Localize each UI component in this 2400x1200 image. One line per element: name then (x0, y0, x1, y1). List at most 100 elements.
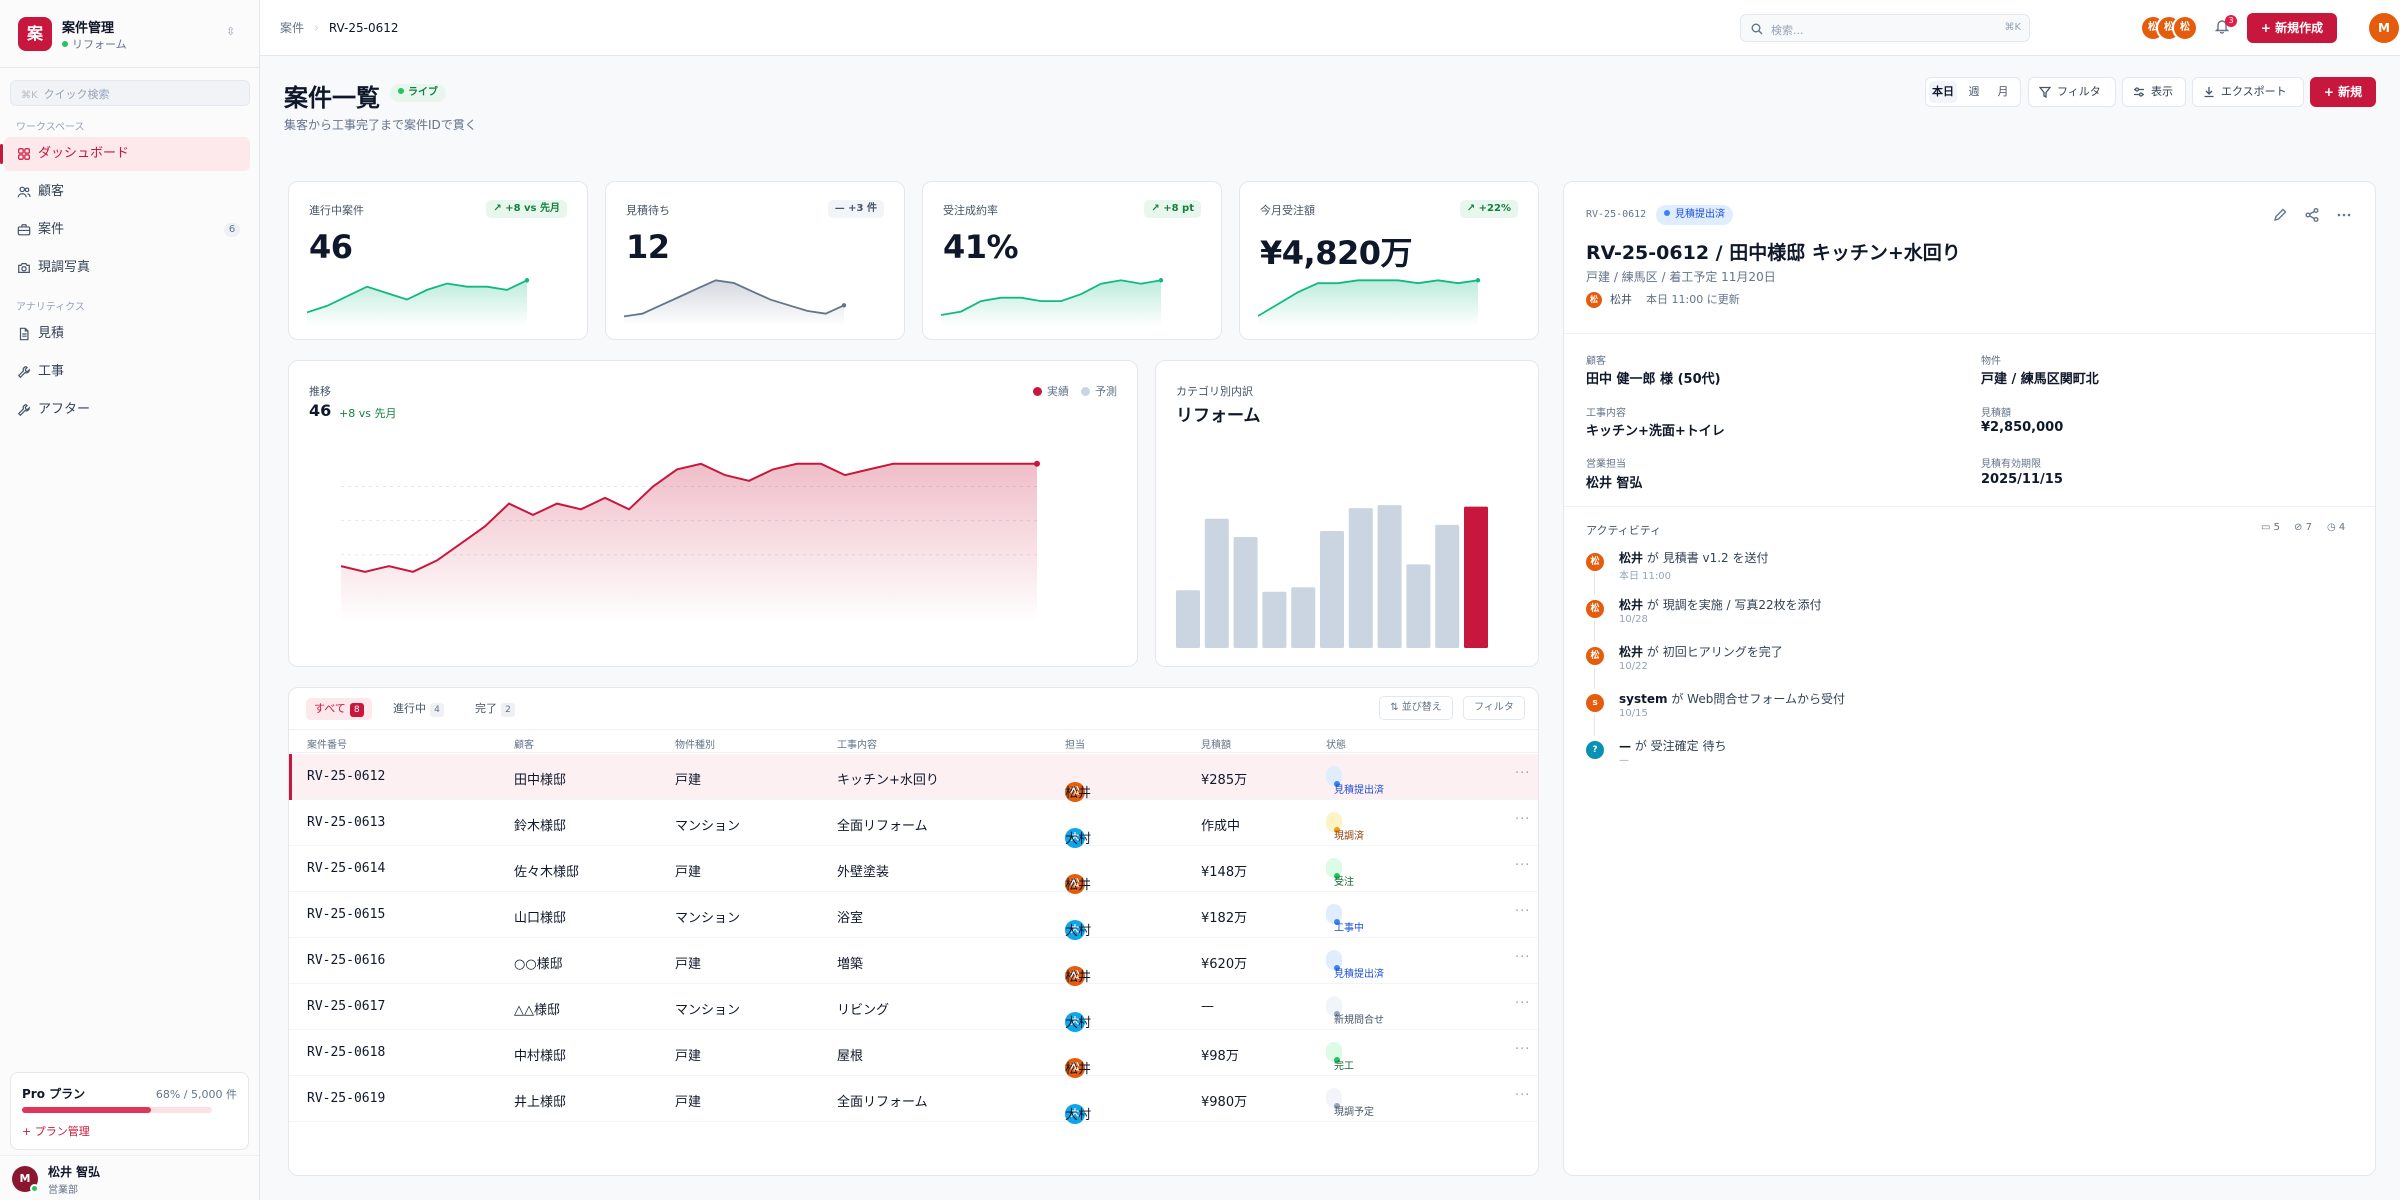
table-row[interactable]: RV-25-0614 佐々木様邸 戸建 外壁塗装松松井 ¥148万 受注 ··· (289, 846, 1538, 894)
row-more-icon[interactable]: ··· (1515, 996, 1531, 1011)
status-dot (1664, 210, 1670, 216)
kpi-card[interactable]: 今月受注額 ↗ +22% ¥4,820万 (1239, 181, 1539, 340)
table-filter-button[interactable]: フィルタ (1463, 696, 1525, 720)
table-row[interactable]: RV-25-0613 鈴木様邸 マンション 全面リフォーム大大村 作成中 現調済 ··· (289, 800, 1538, 848)
kpi-card[interactable]: 受注成約率 ↗ +8 pt 41% (922, 181, 1222, 340)
activity-item[interactable]: 松松井 が 初回ヒアリングを完了 10/22 (1586, 643, 2286, 689)
app-name: 案件管理 (62, 21, 115, 36)
row-more-icon[interactable]: ··· (1515, 904, 1531, 919)
avatar: s (1586, 694, 1604, 712)
range-month[interactable]: 月 (1997, 85, 2009, 98)
column-header-customer[interactable]: 顧客 (514, 740, 534, 751)
row-more-icon[interactable]: ··· (1515, 858, 1531, 873)
sidebar-item-construction[interactable]: 工事 (4, 355, 250, 389)
status-badge: 見積提出済 (1326, 950, 1384, 980)
sidebar-item-customers[interactable]: 顧客 (4, 175, 250, 209)
detail-project-id: RV-25-0612 (1586, 209, 1647, 220)
bar[interactable] (1233, 537, 1258, 648)
bar[interactable] (1204, 518, 1229, 648)
status-label: 現調済 (1334, 831, 1364, 842)
live-label: ライブ (408, 87, 438, 98)
sidebar-item-site-photos[interactable]: 現調写真 (4, 251, 250, 285)
collaborator-avatars[interactable]: 松 松 松 (2140, 15, 2200, 41)
filter-button[interactable]: フィルタ (2028, 77, 2116, 107)
column-header-property-type[interactable]: 物件種別 (675, 740, 715, 751)
bar[interactable] (1406, 564, 1431, 648)
trend-line-chart (340, 460, 1040, 623)
row-more-icon[interactable]: ··· (1515, 1088, 1531, 1103)
table-row[interactable]: RV-25-0619 井上様邸 戸建 全面リフォーム大大村 ¥980万 現調予定 ··· (289, 1076, 1538, 1124)
quick-search-input[interactable]: ⌘K クイック検索 (10, 80, 250, 106)
more-icon[interactable] (2336, 207, 2352, 223)
tab-completed[interactable]: 完了 2 (469, 698, 521, 720)
table-row[interactable]: RV-25-0617 △△様邸 マンション リビング大大村 — 新規問合せ ··· (289, 984, 1538, 1032)
bar[interactable] (1262, 591, 1287, 648)
column-header-status[interactable]: 状態 (1326, 740, 1346, 751)
column-header-amount[interactable]: 見積額 (1201, 740, 1231, 751)
bar[interactable] (1377, 505, 1402, 648)
document-icon (19, 327, 29, 341)
sidebar-item-projects[interactable]: 案件 6 (4, 213, 250, 247)
activity-title: アクティビティ (1586, 524, 1662, 537)
table-row[interactable]: RV-25-0615 山口様邸 マンション 浴室大大村 ¥182万 工事中 ··· (289, 892, 1538, 940)
new-button[interactable]: + 新規 (2310, 77, 2376, 107)
sidebar-item-estimates[interactable]: 見積 (4, 317, 250, 351)
user-profile[interactable]: M 松井 智弘 営業部 (0, 1155, 259, 1200)
cell-id: RV-25-0618 (307, 1045, 386, 1060)
row-more-icon[interactable]: ··· (1515, 950, 1531, 965)
column-header-id[interactable]: 案件番号 (307, 740, 347, 751)
kpi-label: 受注成約率 (943, 204, 998, 217)
bar[interactable] (1176, 590, 1200, 648)
field-label: 営業担当 (1586, 459, 1626, 470)
rep-name: 大村 (1065, 1016, 1092, 1031)
bar[interactable] (1435, 524, 1460, 648)
switcher-chevron-icon[interactable]: ⇳ (226, 25, 236, 38)
field-value: キッチン+洗面+トイレ (1586, 424, 1725, 439)
online-indicator (30, 1184, 39, 1193)
table-row[interactable]: RV-25-0616 ○○様邸 戸建 増築松松井 ¥620万 見積提出済 ··· (289, 938, 1538, 986)
activity-item[interactable]: ? — が 受注確定 待ち — (1586, 737, 2286, 779)
column-header-rep[interactable]: 担当 (1065, 740, 1085, 751)
activity-time: 本日 11:00 (1619, 571, 1671, 582)
sidebar-item-after-service[interactable]: アフター (4, 393, 250, 427)
tab-all[interactable]: すべて 8 (306, 698, 372, 720)
tab-label: 完了 (475, 702, 497, 715)
breadcrumb-item-projects[interactable]: 案件 (280, 21, 305, 35)
row-more-icon[interactable]: ··· (1515, 1042, 1531, 1057)
row-more-icon[interactable]: ··· (1515, 812, 1531, 827)
new-create-button[interactable]: + 新規作成 (2247, 13, 2337, 43)
kpi-card[interactable]: 見積待ち — +3 件 12 (605, 181, 905, 340)
activity-item[interactable]: 松松井 が 現調を実施 / 写真22枚を添付 10/28 (1586, 596, 2286, 642)
table-row[interactable]: RV-25-0618 中村様邸 戸建 屋根松松井 ¥98万 完工 ··· (289, 1030, 1538, 1078)
notification-bell[interactable]: 3 (2214, 15, 2237, 36)
activity-item[interactable]: s system が Web問合せフォームから受付 10/15 (1586, 690, 2286, 736)
status-badge: 新規問合せ (1326, 996, 1384, 1026)
export-button[interactable]: エクスポート (2192, 77, 2304, 107)
sidebar-item-dashboard[interactable]: ダッシュボード (0, 137, 250, 171)
user-role: 営業部 (48, 1185, 78, 1196)
kpi-card[interactable]: 進行中案件 ↗ +8 vs 先月 46 (288, 181, 588, 340)
tab-in-progress[interactable]: 進行中 4 (387, 698, 450, 720)
sidebar-item-label: ダッシュボード (38, 146, 130, 161)
edit-icon[interactable] (2272, 207, 2288, 223)
row-more-icon[interactable]: ··· (1515, 766, 1531, 781)
activity-item[interactable]: 松松井 が 見積書 v1.2 を送付 本日 11:00 (1586, 549, 2286, 595)
table-header: 案件番号 顧客 物件種別 工事内容 担当 見積額 状態 (289, 729, 1538, 753)
user-avatar[interactable]: M (2369, 13, 2399, 43)
share-icon[interactable] (2304, 207, 2320, 223)
range-week[interactable]: 週 (1968, 85, 1980, 98)
bar[interactable] (1291, 587, 1316, 648)
search-input[interactable]: 検索... ⌘K (1740, 14, 2030, 42)
brand-header[interactable]: 案 案件管理 リフォーム ⇳ (0, 0, 259, 68)
plan-manage-link[interactable]: + プラン管理 (22, 1125, 90, 1138)
range-today[interactable]: 本日 (1929, 81, 1957, 103)
bar[interactable] (1348, 508, 1373, 648)
bar-highlight[interactable] (1464, 506, 1488, 648)
sidebar: 案 案件管理 リフォーム ⇳ ⌘K クイック検索 ワークスペース ダッシュボード … (0, 0, 260, 1200)
column-header-work[interactable]: 工事内容 (837, 740, 877, 751)
bar[interactable] (1320, 530, 1344, 648)
sparkline-line (624, 279, 845, 318)
table-row[interactable]: RV-25-0612 田中様邸 戸建 キッチン+水回り松松井 ¥285万 見積提出済 ··· (289, 754, 1538, 802)
view-button[interactable]: 表示 (2122, 77, 2186, 107)
sort-button[interactable]: ⇅ 並び替え (1379, 696, 1453, 720)
